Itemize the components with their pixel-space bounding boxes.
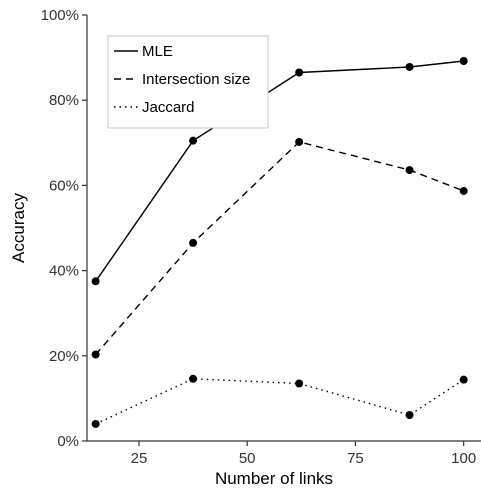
y-tick-label: 0% [57, 433, 79, 450]
legend-label-mle: MLE [142, 43, 173, 60]
legend-items: MLE Intersection size Jaccard [114, 43, 250, 116]
legend-label-jaccard: Jaccard [142, 99, 195, 116]
x-ticks: 25 50 75 100 [131, 441, 476, 467]
y-axis-title: Accuracy [9, 193, 28, 263]
data-point-mle [189, 136, 198, 145]
x-tick-label: 100 [451, 450, 476, 467]
data-point-jaccard [405, 411, 414, 420]
x-tick-label: 50 [239, 450, 256, 467]
x-tick-label: 75 [347, 450, 364, 467]
x-axis-title: Number of links [215, 469, 333, 488]
series-line-jaccard [95, 378, 465, 425]
data-point-jaccard [459, 375, 468, 384]
y-tick-label: 40% [49, 263, 79, 280]
axes: 0% 20% 40% 60% 80% 100% 25 50 75 100 [41, 7, 481, 467]
legend-label-intersection-size: Intersection size [142, 71, 250, 88]
data-point-jaccard [91, 419, 100, 428]
y-tick-label: 80% [49, 92, 79, 109]
data-point-intersection-size [189, 238, 198, 247]
data-point-intersection-size [295, 137, 304, 146]
y-tick-label: 60% [49, 177, 79, 194]
y-ticks: 0% 20% 40% 60% 80% 100% [41, 7, 87, 450]
data-point-mle [295, 68, 304, 77]
data-point-mle [405, 62, 414, 71]
data-point-jaccard [189, 374, 198, 383]
data-point-intersection-size [459, 186, 468, 195]
y-tick-label: 20% [49, 348, 79, 365]
data-point-jaccard [295, 379, 304, 388]
y-tick-label: 100% [41, 7, 79, 24]
series [91, 57, 468, 428]
data-point-intersection-size [91, 350, 100, 359]
data-point-mle [91, 277, 100, 286]
data-point-intersection-size [405, 166, 414, 175]
legend: MLE Intersection size Jaccard [107, 35, 269, 129]
data-point-mle [459, 57, 468, 66]
x-tick-label: 25 [131, 450, 148, 467]
